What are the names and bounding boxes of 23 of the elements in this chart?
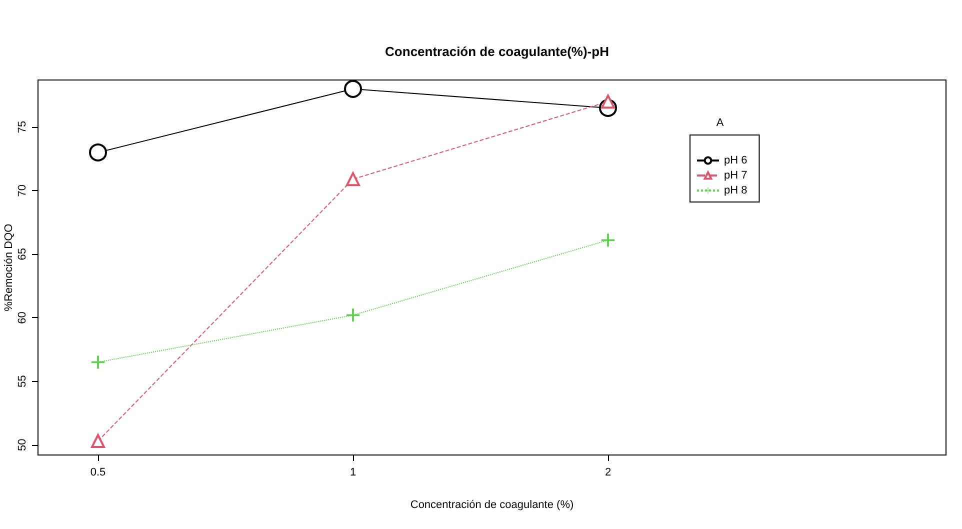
x-tick-label: 1: [350, 466, 356, 478]
legend-title: A: [716, 117, 724, 129]
x-tick-label: 0.5: [90, 466, 106, 478]
point: [346, 172, 360, 186]
y-tick-label: 60: [16, 312, 28, 324]
point: [346, 308, 360, 322]
point: [602, 234, 614, 247]
y-tick-label: 50: [16, 438, 28, 451]
legend-label: pH 8: [724, 184, 748, 196]
legend-label: pH 6: [724, 154, 748, 166]
point: [89, 143, 107, 162]
point: [91, 434, 105, 448]
chart-title: Concentración de coagulante(%)-pH: [385, 44, 609, 59]
y-axis-title: %Remoción DQO: [3, 223, 15, 312]
y-tick-label: 75: [16, 120, 28, 134]
y-tick-label: 70: [16, 184, 28, 197]
legend-label: pH 7: [724, 170, 748, 182]
x-axis-title: Concentración de coagulante (%): [410, 499, 574, 511]
y-tick-label: 65: [16, 248, 28, 260]
x-tick-label: 2: [604, 466, 612, 478]
point: [92, 356, 104, 369]
y-tick-label: 55: [16, 375, 28, 388]
point: [344, 80, 362, 98]
